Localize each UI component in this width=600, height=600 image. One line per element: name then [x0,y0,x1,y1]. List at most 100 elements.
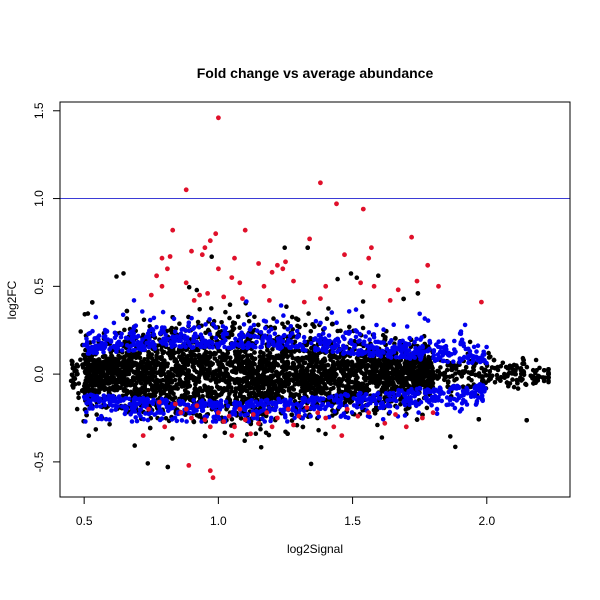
point-all [110,364,116,370]
point-all [132,383,137,388]
point-all [137,350,142,356]
point-highlighted [111,320,117,326]
point-all [196,414,202,419]
point-all [348,399,354,404]
point-all [302,389,308,394]
point-highlighted [309,341,314,346]
point-all [276,380,282,385]
point-all [252,378,257,384]
point-all [461,370,467,376]
point-all [185,390,191,396]
point-all [182,358,187,363]
point-highlighted [459,337,465,343]
point-highlighted [119,331,124,337]
point-all [233,390,238,395]
point-all [157,388,163,394]
point-all [359,370,364,375]
point-all [430,370,436,375]
point-all [273,356,278,362]
point-all [331,360,336,365]
point-all [386,379,392,385]
point-all [68,378,74,384]
point-all [148,370,154,375]
point-all [178,354,184,360]
point-all [280,364,286,369]
point-all [165,464,171,470]
point-all [141,317,147,323]
point-all [142,390,147,396]
point-all [185,368,191,374]
point-highlighted [404,324,410,329]
point-highlighted [124,343,130,348]
point-highlighted [425,318,431,323]
point-all [244,388,250,394]
point-all [209,254,214,259]
point-all [285,361,291,366]
point-all [284,354,290,359]
point-all [323,431,328,437]
point-all [328,381,334,386]
point-all [344,397,350,403]
point-all [149,392,154,398]
point-all [190,352,196,357]
point-all [317,386,323,392]
point-all [343,388,349,394]
point-all [398,402,403,407]
point-highlighted [302,339,308,345]
point-all [287,386,292,392]
point-highlighted [439,398,445,404]
point-all [335,362,341,367]
point-highlighted [316,414,322,419]
point-all [169,372,174,378]
point-all [223,370,229,375]
point-all [244,353,250,359]
point-all [308,461,314,467]
point-all [505,373,510,379]
point-all [361,363,366,369]
point-highlighted [407,335,413,341]
point-all [257,379,262,385]
point-all [124,308,130,314]
point-all [256,375,262,380]
point-all [368,358,373,364]
point-all [157,378,163,384]
point-highlighted [184,419,189,424]
point-highlighted [172,343,178,348]
point-all [519,378,524,383]
point-all [215,359,220,364]
point-all [226,383,231,389]
point-all [154,370,160,376]
point-all [172,358,177,364]
point-all [401,296,406,302]
point-all [125,371,131,376]
point-all [70,383,75,388]
point-all [511,367,516,373]
point-highlighted [391,322,397,328]
point-highlighted [223,399,229,405]
point-highlighted [300,416,306,421]
point-all [506,383,511,389]
point-all [146,349,151,355]
point-all [322,364,327,370]
point-all [273,391,279,397]
point-all [76,391,81,396]
point-all [232,380,238,386]
point-all [182,393,188,399]
point-all [117,372,123,377]
point-all [203,354,208,359]
point-highlighted [281,313,286,318]
point-all [407,375,412,381]
point-all [192,386,198,391]
point-all [500,360,506,366]
point-highlighted [477,359,483,365]
point-all [91,369,97,374]
point-all [289,412,295,418]
point-all [85,311,91,316]
point-highlighted [244,299,249,304]
point-highlighted [452,405,458,411]
point-highlighted [282,332,287,338]
point-all [221,356,226,362]
point-highlighted [297,342,303,347]
point-all [172,377,178,383]
point-all [270,347,275,352]
